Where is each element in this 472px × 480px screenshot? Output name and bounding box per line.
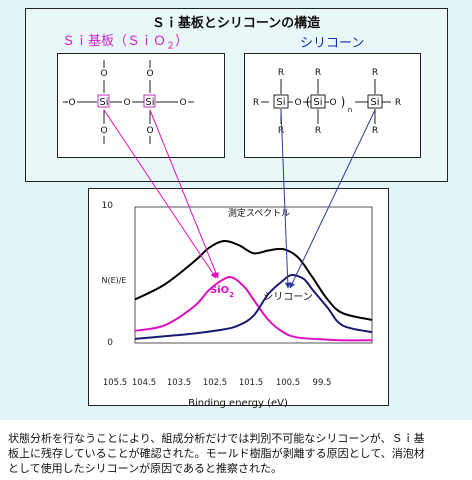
y-tick-label: 0 — [107, 338, 113, 348]
x-tick-label: 102.5 — [203, 378, 227, 388]
oxygen-label: O — [179, 98, 186, 108]
r-group-label: R — [315, 126, 321, 136]
x-tick-label: 101.5 — [239, 378, 263, 388]
sio2-label-subscript: 2 — [229, 291, 234, 299]
sio2-arrow-left — [103, 109, 217, 279]
si-substrate-structure: Si O O Si O O O O O — [63, 60, 194, 144]
r-group-label: R — [372, 126, 378, 136]
caption-line-1: 状態分析を行なうことにより、組成分析だけでは判別不可能なシリコーンが、Ｓｉ基 — [8, 432, 425, 445]
x-tick-label: 104.5 — [132, 378, 156, 388]
oxygen-label: O — [146, 126, 153, 136]
diagram-title: Ｓｉ基板とシリコーンの構造 — [151, 16, 321, 31]
x-tick-label: 105.5 — [103, 378, 127, 388]
silicone-label: シリコーン — [263, 292, 313, 303]
si-substrate-title-text: Ｓｉ基板（ＳｉＯ — [62, 34, 167, 49]
sio2-line — [134, 276, 373, 342]
measured-spectrum-label: 測定スペクトル — [228, 207, 290, 219]
si-substrate-title-subscript: ２ — [166, 41, 176, 52]
silicone-structure: R Si R R Si R R Si R R O ( O)n R — [253, 68, 401, 136]
r-group-label: R — [372, 68, 378, 78]
y-axis-label: N(E)/E — [101, 276, 126, 285]
silicone-si-2-label: Si — [313, 97, 322, 108]
r-group-label: R — [253, 98, 259, 108]
r-group-label: R — [278, 126, 284, 136]
sio2-arrow-right — [149, 109, 219, 279]
paren-open: ( — [306, 95, 311, 109]
subscript-n: n — [348, 106, 352, 114]
oxygen-label: O — [146, 69, 153, 79]
silicone-arrow-left — [280, 109, 291, 289]
r-group-label: R — [278, 68, 284, 78]
x-axis-label: Binding energy (eV) — [188, 398, 288, 409]
sio2-label-text: SiO — [210, 285, 229, 296]
paren-close: ) — [341, 95, 346, 109]
spectrum-chart: 10 0 N(E)/E 105.5 104.5 103.5 102.5 101.5 100.5 9… — [101, 201, 373, 409]
figure-panel: Ｓｉ基板とシリコーンの構造 Ｓｉ基板（ＳｉＯ２） シリコーン Si O O Si O O O… — [0, 0, 472, 420]
r-group-label: R — [395, 98, 401, 108]
x-tick-label: 103.5 — [167, 378, 191, 388]
silicone-si-3-label: Si — [370, 97, 379, 108]
si-atom-label: Si — [99, 97, 108, 108]
measured-spectrum-line — [134, 239, 373, 321]
oxygen-label: O — [294, 98, 301, 108]
oxygen-label: O — [123, 98, 130, 108]
si-substrate-structure-box — [57, 53, 225, 158]
oxygen-label: O — [329, 98, 336, 108]
sio2-label: SiO2 — [210, 285, 234, 299]
r-group-label: R — [315, 68, 321, 78]
si-center-box — [97, 94, 110, 108]
si-center-box — [143, 94, 156, 108]
silicone-line — [134, 273, 373, 340]
y-tick-label: 10 — [102, 201, 114, 211]
plot-area — [134, 206, 373, 344]
oxygen-label: O — [100, 69, 107, 79]
x-tick-label: 99.5 — [313, 378, 332, 388]
oxygen-label: O — [68, 98, 75, 108]
silicone-si-1-label: Si — [276, 97, 285, 108]
caption-line-3: として使用したシリコーンが原因であると推察された。 — [8, 462, 283, 475]
si-atom-label: Si — [145, 97, 154, 108]
oxygen-label: O — [100, 126, 107, 136]
si-substrate-title: Ｓｉ基板（ＳｉＯ２） — [62, 30, 188, 52]
caption: 状態分析を行なうことにより、組成分析だけでは判別不可能なシリコーンが、Ｓｉ基 板… — [8, 431, 468, 476]
silicone-title: シリコーン — [300, 36, 365, 51]
x-tick-label: 100.5 — [276, 378, 300, 388]
si-substrate-title-end: ） — [175, 34, 189, 49]
assignment-arrows — [103, 109, 376, 289]
caption-line-2: 板上に残存していることが確認された。モールド樹脂が剥離する原因として、消泡材 — [8, 447, 425, 460]
silicone-arrow-right — [289, 109, 376, 289]
